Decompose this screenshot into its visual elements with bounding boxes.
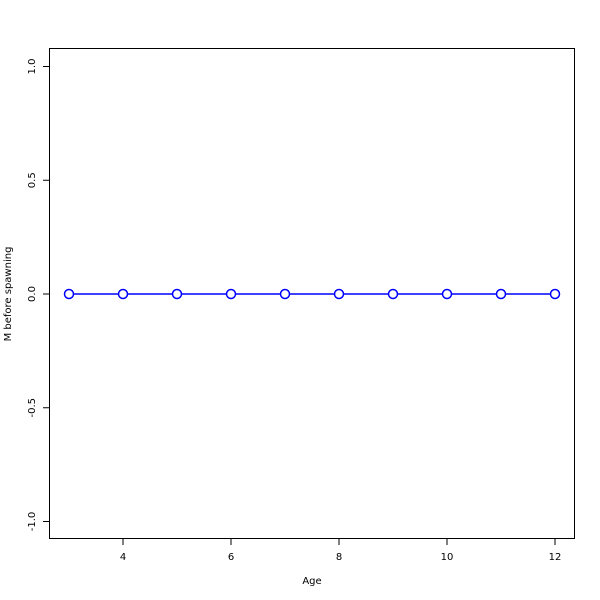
data-point bbox=[279, 288, 291, 300]
x-tick-label: 10 bbox=[441, 552, 454, 563]
y-tick-label: -1.0 bbox=[27, 512, 38, 532]
data-point bbox=[495, 288, 507, 300]
data-point bbox=[117, 288, 129, 300]
y-axis: -1.0 -0.5 0.0 0.5 1.0 bbox=[27, 59, 50, 532]
data-point bbox=[441, 288, 453, 300]
y-tick-label: -0.5 bbox=[27, 398, 38, 418]
data-point bbox=[333, 288, 345, 300]
x-tick-label: 4 bbox=[120, 552, 126, 563]
x-tick-label: 6 bbox=[228, 552, 234, 563]
data-point bbox=[387, 288, 399, 300]
data-point bbox=[225, 288, 237, 300]
data-point bbox=[171, 288, 183, 300]
x-axis-label: Age bbox=[302, 576, 321, 587]
y-tick-label: 0.0 bbox=[27, 286, 38, 302]
y-tick-label: 1.0 bbox=[27, 59, 38, 75]
series-line bbox=[63, 288, 561, 300]
y-axis-label: M before spawning bbox=[3, 247, 14, 342]
x-tick-label: 12 bbox=[549, 552, 562, 563]
y-tick-label: 0.5 bbox=[27, 172, 38, 188]
x-axis: 4 6 8 10 12 bbox=[120, 538, 562, 563]
data-point bbox=[63, 288, 75, 300]
x-tick-label: 8 bbox=[336, 552, 342, 563]
data-point bbox=[549, 288, 561, 300]
